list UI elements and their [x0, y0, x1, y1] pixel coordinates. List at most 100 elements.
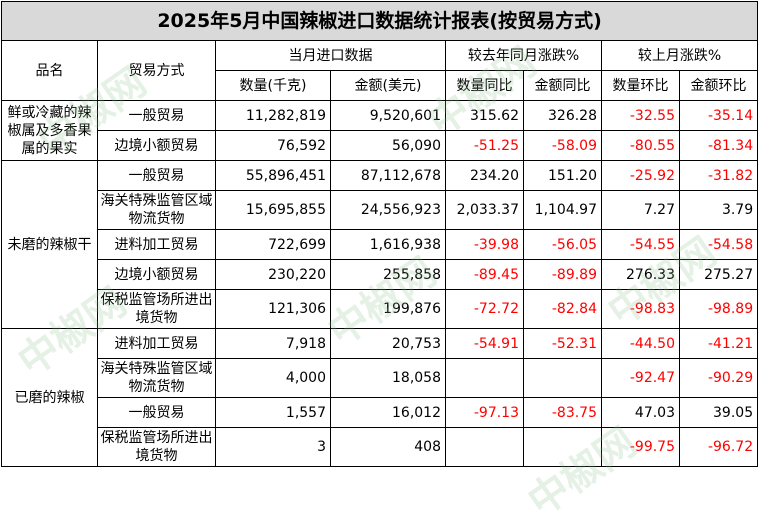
trade-mode-cell: 边境小额贸易 — [97, 259, 216, 290]
qty-yoy-cell: -39.98 — [445, 229, 524, 260]
qty-cell: 121,306 — [215, 289, 331, 329]
qty-mom-cell: -54.55 — [601, 229, 680, 260]
amt-mom-cell: 3.79 — [678, 190, 759, 230]
product-name-cell: 已磨的辣椒 — [1, 328, 98, 467]
header-qty-mom: 数量环比 — [601, 70, 680, 101]
qty-yoy-cell: -89.45 — [445, 259, 524, 290]
qty-cell: 3 — [215, 427, 331, 467]
qty-yoy-cell: -51.25 — [445, 130, 524, 161]
amt-mom-cell: -35.14 — [678, 100, 759, 131]
trade-mode-cell: 保税监管场所进出境货物 — [97, 427, 216, 467]
qty-mom-cell: 276.33 — [601, 259, 680, 290]
trade-mode-cell: 一般贸易 — [97, 397, 216, 428]
table-row: 海关特殊监管区域物流货物 15,695,855 24,556,923 2,033.37… — [2, 190, 759, 230]
amt-cell: 87,112,678 — [330, 160, 446, 191]
trade-mode-cell: 海关特殊监管区域物流货物 — [97, 358, 216, 398]
header-qty: 数量(千克) — [215, 70, 331, 101]
amt-yoy-cell: 151.20 — [523, 160, 602, 191]
header-current-month: 当月进口数据 — [215, 40, 446, 71]
trade-mode-cell: 一般贸易 — [97, 100, 216, 131]
amt-yoy-cell — [523, 427, 602, 467]
table-row: 一般贸易 1,557 16,012 -97.13 -83.75 47.03 39.05 — [2, 397, 759, 428]
qty-cell: 1,557 — [215, 397, 331, 428]
report-table: 2025年5月中国辣椒进口数据统计报表(按贸易方式) 品名 贸易方式 当月进口数… — [0, 1, 759, 467]
qty-mom-cell: -98.83 — [601, 289, 680, 329]
qty-mom-cell: -32.55 — [601, 100, 680, 131]
qty-cell: 7,918 — [215, 328, 331, 359]
qty-yoy-cell: 234.20 — [445, 160, 524, 191]
amt-mom-cell: -90.29 — [678, 358, 759, 398]
qty-mom-cell: -44.50 — [601, 328, 680, 359]
header-product: 品名 — [1, 40, 98, 101]
amt-mom-cell: -31.82 — [678, 160, 759, 191]
header-mom: 较上月涨跌% — [600, 40, 759, 71]
qty-yoy-cell: -54.91 — [445, 328, 524, 359]
amt-cell: 16,012 — [330, 397, 446, 428]
qty-mom-cell: -25.92 — [601, 160, 680, 191]
amt-mom-cell: -41.21 — [678, 328, 759, 359]
table-row: 边境小额贸易 230,220 255,858 -89.45 -89.89 276.33 27… — [2, 259, 759, 290]
qty-mom-cell: -80.55 — [601, 130, 680, 161]
amt-cell: 18,058 — [330, 358, 446, 398]
header-amt-mom: 金额环比 — [678, 70, 759, 101]
qty-cell: 55,896,451 — [215, 160, 331, 191]
amt-yoy-cell: -58.09 — [523, 130, 602, 161]
table-row: 海关特殊监管区域物流货物 4,000 18,058 -92.47 -90.29 — [2, 358, 759, 398]
amt-yoy-cell: -82.84 — [523, 289, 602, 329]
amt-cell: 408 — [330, 427, 446, 467]
trade-mode-cell: 一般贸易 — [97, 160, 216, 191]
qty-yoy-cell — [445, 358, 524, 398]
trade-mode-cell: 海关特殊监管区域物流货物 — [97, 190, 216, 230]
amt-cell: 1,616,938 — [330, 229, 446, 260]
table-row: 边境小额贸易 76,592 56,090 -51.25 -58.09 -80.55 -81.… — [2, 130, 759, 161]
qty-yoy-cell: 315.62 — [445, 100, 524, 131]
header-amt-yoy: 金额同比 — [523, 70, 602, 101]
table-row: 已磨的辣椒 进料加工贸易 7,918 20,753 -54.91 -52.31 -44.50… — [1, 328, 759, 467]
amt-mom-cell: 39.05 — [678, 397, 759, 428]
qty-yoy-cell: -97.13 — [445, 397, 524, 428]
amt-mom-cell: -98.89 — [678, 289, 759, 329]
table-row: 未磨的辣椒干 一般贸易 55,896,451 87,112,678 234.20 151.… — [1, 160, 759, 329]
amt-cell: 24,556,923 — [330, 190, 446, 230]
trade-mode-cell: 进料加工贸易 — [97, 328, 216, 359]
header-yoy: 较去年同月涨跌% — [445, 40, 602, 71]
qty-cell: 11,282,819 — [215, 100, 331, 131]
qty-cell: 76,592 — [215, 130, 331, 161]
table-row: 保税监管场所进出境货物 121,306 199,876 -72.72 -82.84 -98… — [2, 289, 759, 329]
amt-yoy-cell — [523, 358, 602, 398]
trade-mode-cell: 进料加工贸易 — [97, 229, 216, 260]
qty-cell: 230,220 — [215, 259, 331, 290]
amt-cell: 255,858 — [330, 259, 446, 290]
amt-mom-cell: 275.27 — [678, 259, 759, 290]
qty-yoy-cell: 2,033.37 — [445, 190, 524, 230]
qty-cell: 722,699 — [215, 229, 331, 260]
qty-cell: 15,695,855 — [215, 190, 331, 230]
amt-cell: 56,090 — [330, 130, 446, 161]
qty-mom-cell: 7.27 — [601, 190, 680, 230]
product-name-cell: 未磨的辣椒干 — [1, 160, 98, 329]
table-body: 鲜或冷藏的辣椒属及多香果属的果实 一般贸易 11,282,819 9,520,601 3… — [1, 100, 759, 467]
amt-yoy-cell: -56.05 — [523, 229, 602, 260]
header-qty-yoy: 数量同比 — [445, 70, 524, 101]
table-row: 鲜或冷藏的辣椒属及多香果属的果实 一般贸易 11,282,819 9,520,601 3… — [1, 100, 759, 161]
table-row: 进料加工贸易 722,699 1,616,938 -39.98 -56.05 -54.55… — [2, 229, 759, 260]
amt-yoy-cell: 326.28 — [523, 100, 602, 131]
trade-mode-cell: 边境小额贸易 — [97, 130, 216, 161]
amt-cell: 20,753 — [330, 328, 446, 359]
qty-yoy-cell: -72.72 — [445, 289, 524, 329]
header-trade-mode: 贸易方式 — [97, 40, 216, 101]
table-row: 保税监管场所进出境货物 3 408 -99.75 -96.72 — [2, 427, 759, 467]
amt-cell: 199,876 — [330, 289, 446, 329]
header-amt: 金额(美元) — [330, 70, 446, 101]
qty-mom-cell: -92.47 — [601, 358, 680, 398]
qty-cell: 4,000 — [215, 358, 331, 398]
trade-mode-cell: 保税监管场所进出境货物 — [97, 289, 216, 329]
qty-yoy-cell — [445, 427, 524, 467]
amt-yoy-cell: 1,104.97 — [523, 190, 602, 230]
report-title: 2025年5月中国辣椒进口数据统计报表(按贸易方式) — [0, 1, 759, 41]
amt-yoy-cell: -83.75 — [523, 397, 602, 428]
product-name-cell: 鲜或冷藏的辣椒属及多香果属的果实 — [1, 100, 98, 161]
amt-mom-cell: -96.72 — [678, 427, 759, 467]
qty-mom-cell: 47.03 — [601, 397, 680, 428]
